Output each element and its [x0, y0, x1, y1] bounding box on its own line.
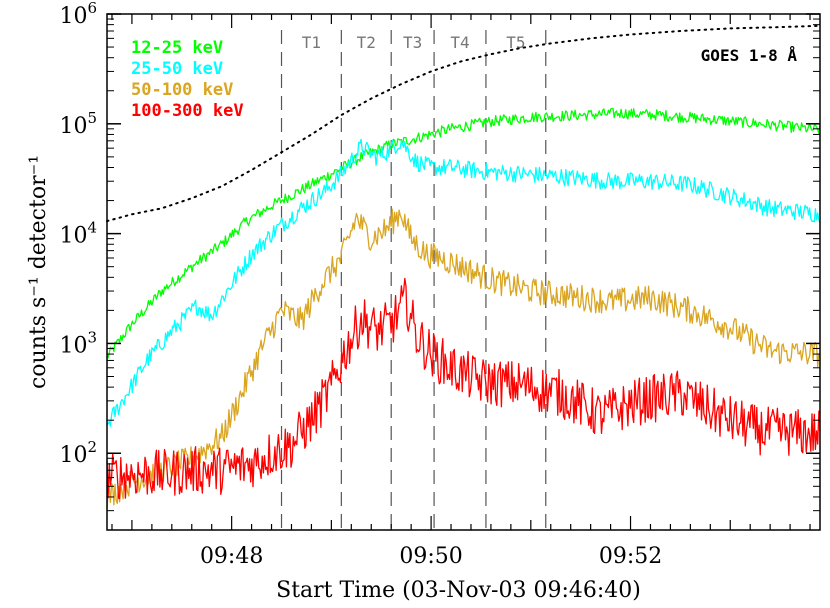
legend-entry: 100-300 keV [131, 101, 244, 121]
y-axis-title: counts s⁻¹ detector⁻¹ [26, 155, 51, 389]
time-marker-label: T2 [357, 33, 376, 52]
y-tick-label: 106 [59, 0, 97, 29]
axes-group: 102 103 104 105 106 09:48 09:50 09:52 [59, 0, 820, 569]
time-marker-label: T3 [403, 33, 422, 52]
series-group [106, 107, 821, 510]
goes-curve-group [106, 24, 821, 223]
series-line-12-25-keV [106, 107, 821, 359]
time-marker-group: T1 T2 T3 T4 T5 [280, 30, 547, 530]
legend-entry: 25-50 keV [131, 59, 223, 79]
legend-entry: 50-100 keV [131, 80, 233, 100]
legend-entry: 12-25 keV [131, 38, 223, 58]
y-tick-label: 102 [59, 438, 97, 468]
y-tick-label: 105 [59, 109, 97, 139]
series-line-100-300-keV [106, 277, 821, 500]
time-marker-label: T1 [302, 33, 321, 52]
x-tick-label: 09:52 [599, 544, 662, 569]
x-axis-title: Start Time (03-Nov-03 09:46:40) [276, 578, 641, 603]
goes-label: GOES 1-8 Å [701, 46, 798, 65]
time-marker-label: T5 [506, 33, 525, 52]
y-tick-label: 104 [59, 219, 97, 249]
series-line-50-100-keV [106, 208, 821, 510]
x-tick-label: 09:48 [200, 544, 263, 569]
plot-frame [106, 13, 821, 531]
time-marker-label: T4 [450, 33, 469, 52]
y-tick-label: 103 [59, 328, 97, 358]
goes-curve [106, 24, 821, 223]
x-tick-label: 09:50 [399, 544, 462, 569]
series-line-25-50-keV [106, 138, 821, 427]
